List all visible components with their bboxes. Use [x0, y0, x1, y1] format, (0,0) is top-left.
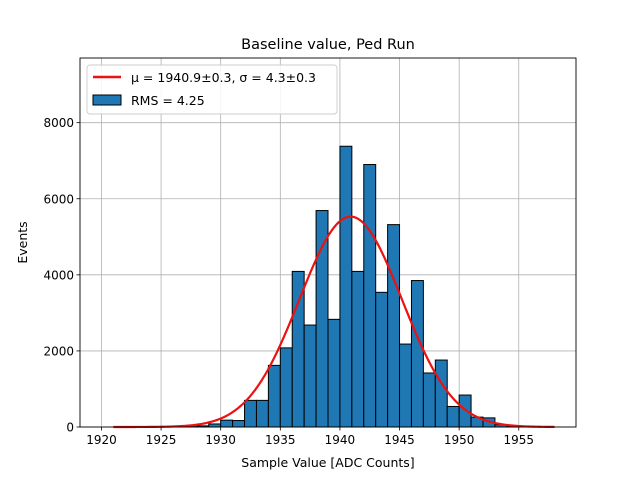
x-tick-label: 1940	[325, 433, 356, 447]
histogram-bar	[399, 343, 412, 428]
x-tick-label: 1945	[384, 433, 415, 447]
histogram-bar	[339, 145, 353, 428]
x-tick-label: 1950	[444, 433, 475, 447]
fit-curve	[113, 215, 555, 429]
legend-rms-patch	[92, 94, 122, 106]
x-axis-label: Sample Value [ADC Counts]	[241, 455, 414, 470]
histogram-bar	[327, 318, 341, 428]
x-axis-ticks: 1920 1925 1930 1935 1940 1945 1950 1955	[86, 427, 534, 447]
gaussian-fit	[113, 215, 555, 429]
histogram-bar	[315, 210, 329, 428]
histogram-bar	[303, 324, 317, 428]
y-axis-ticks: 0 2000 4000 6000 8000	[43, 116, 80, 435]
legend-box	[86, 64, 338, 115]
histogram-bar	[375, 291, 389, 428]
axes-frame	[79, 57, 577, 428]
legend-fit-label: μ = 1940.9±0.3, σ = 4.3±0.3	[131, 70, 316, 85]
histogram-bar	[410, 280, 424, 428]
histogram-bar	[422, 372, 436, 428]
histogram-bar	[458, 394, 472, 428]
y-tick-label: 4000	[43, 268, 74, 282]
histogram-bar	[446, 405, 460, 428]
y-tick-label: 2000	[43, 344, 74, 358]
histogram-bar	[387, 224, 401, 428]
x-tick-label: 1955	[503, 433, 534, 447]
histogram-bar	[279, 347, 293, 428]
y-axis-label: Events	[15, 221, 30, 263]
histogram-bar	[232, 420, 246, 428]
x-tick-label: 1935	[265, 433, 296, 447]
histogram-bar	[363, 164, 377, 428]
histogram-bar	[267, 364, 281, 428]
histogram-bars	[160, 145, 532, 428]
y-tick-label: 8000	[43, 116, 74, 130]
histogram-bar	[434, 359, 448, 428]
histogram-bar	[255, 399, 269, 428]
legend: μ = 1940.9±0.3, σ = 4.3±0.3 RMS = 4.25	[86, 64, 338, 115]
legend-rms-label: RMS = 4.25	[131, 93, 205, 108]
histogram-bar	[220, 419, 234, 428]
y-tick-label: 0	[66, 421, 74, 435]
x-tick-label: 1920	[86, 433, 117, 447]
histogram-bar	[208, 423, 222, 428]
y-tick-label: 6000	[43, 192, 74, 206]
histogram-bar	[244, 399, 257, 428]
x-tick-label: 1930	[205, 433, 236, 447]
chart-title: Baseline value, Ped Run	[241, 37, 415, 53]
x-tick-label: 1925	[146, 433, 177, 447]
histogram-bar	[351, 270, 365, 428]
